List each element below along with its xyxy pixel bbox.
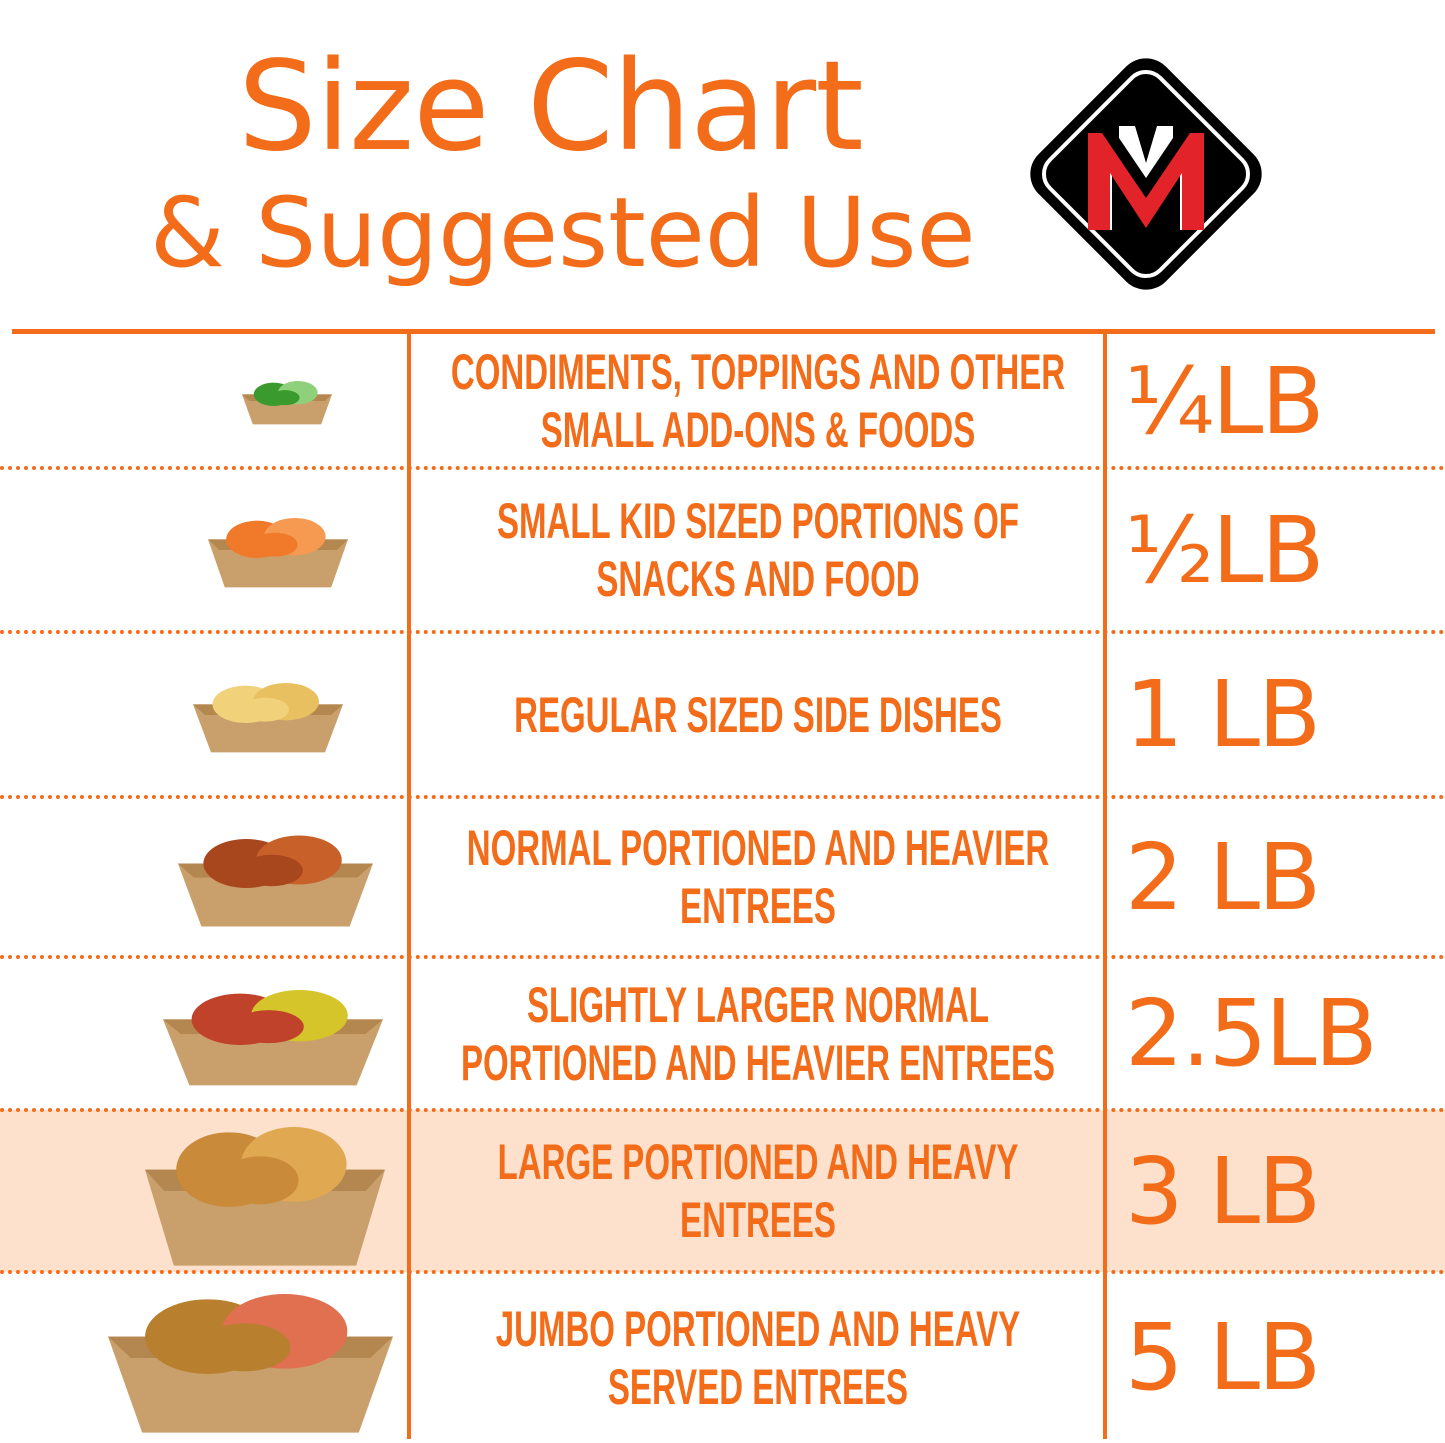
row-divider	[0, 955, 1445, 959]
size-row: CONDIMENTS, TOPPINGS AND OTHER SMALL ADD…	[0, 334, 1445, 468]
row-divider	[0, 630, 1445, 634]
burger-onion-rings-tray-icon	[145, 1127, 385, 1266]
size-label: ½LB	[1125, 496, 1325, 604]
french-fries-tray-icon	[193, 682, 343, 752]
food-image	[0, 957, 409, 1110]
cucumber-slices-tray-icon	[242, 381, 332, 425]
food-image	[0, 1110, 409, 1272]
size-row: REGULAR SIZED SIDE DISHES 1 LB	[0, 632, 1445, 797]
table-top-border	[12, 329, 1435, 334]
size-row: SMALL KID SIZED PORTIONS OF SNACKS AND F…	[0, 468, 1445, 632]
row-description: JUMBO PORTIONED AND HEAVY SERVED ENTREES	[495, 1300, 1021, 1415]
size-row: LARGE PORTIONED AND HEAVY ENTREES 3 LB	[0, 1110, 1445, 1272]
food-image	[0, 468, 409, 632]
row-divider	[0, 1108, 1445, 1112]
chicken-wings-tray-icon	[177, 835, 373, 926]
row-divider	[0, 1270, 1445, 1274]
row-divider	[0, 795, 1445, 799]
column-divider	[407, 329, 411, 1439]
food-image	[0, 334, 409, 468]
row-description: NORMAL PORTIONED AND HEAVIER ENTREES	[466, 820, 1050, 934]
baby-carrots-tray-icon	[208, 518, 348, 588]
row-description: REGULAR SIZED SIDE DISHES	[514, 686, 1002, 743]
brand-logo	[1030, 58, 1262, 290]
size-row: JUMBO PORTIONED AND HEAVY SERVED ENTREES…	[0, 1272, 1445, 1443]
shrimp-noodles-tray-icon	[107, 1293, 393, 1433]
food-image	[0, 797, 409, 957]
size-label: ¼LB	[1125, 347, 1325, 455]
food-image	[0, 632, 409, 797]
size-label: 5 LB	[1125, 1304, 1321, 1411]
size-row: SLIGHTLY LARGER NORMAL PORTIONED AND HEA…	[0, 957, 1445, 1110]
row-description: SMALL KID SIZED PORTIONS OF SNACKS AND F…	[497, 493, 1019, 607]
size-label: 2.5LB	[1125, 980, 1378, 1087]
row-description: SLIGHTLY LARGER NORMAL PORTIONED AND HEA…	[460, 976, 1056, 1091]
page-subtitle: & Suggested Use	[150, 177, 976, 289]
row-divider	[0, 466, 1445, 470]
hot-dog-tray-icon	[163, 989, 383, 1085]
food-image	[0, 1272, 409, 1443]
size-row: NORMAL PORTIONED AND HEAVIER ENTREES 2 L…	[0, 797, 1445, 957]
page-title: Size Chart	[238, 35, 864, 179]
row-description: CONDIMENTS, TOPPINGS AND OTHER SMALL ADD…	[450, 344, 1066, 458]
size-label: 2 LB	[1125, 823, 1321, 931]
size-label: 3 LB	[1125, 1137, 1321, 1245]
row-description: LARGE PORTIONED AND HEAVY ENTREES	[497, 1134, 1019, 1248]
size-label: 1 LB	[1125, 661, 1321, 768]
column-divider	[1103, 329, 1107, 1439]
